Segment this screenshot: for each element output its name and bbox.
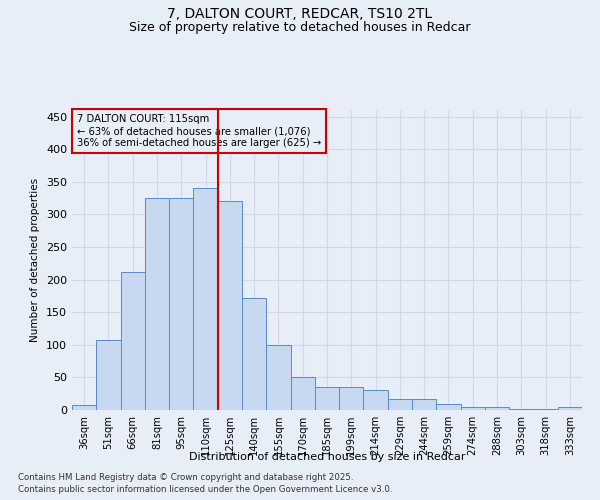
Bar: [145, 198, 169, 410]
Bar: [364, 390, 388, 410]
Text: Distribution of detached houses by size in Redcar: Distribution of detached houses by size …: [189, 452, 465, 462]
Bar: [96, 340, 121, 410]
Bar: [315, 387, 339, 410]
Bar: [388, 399, 412, 410]
Bar: [242, 298, 266, 410]
Bar: [533, 408, 558, 410]
Bar: [509, 408, 533, 410]
Bar: [436, 404, 461, 410]
Text: 7, DALTON COURT, REDCAR, TS10 2TL: 7, DALTON COURT, REDCAR, TS10 2TL: [167, 8, 433, 22]
Bar: [485, 406, 509, 410]
Bar: [558, 408, 582, 410]
Bar: [412, 399, 436, 410]
Y-axis label: Number of detached properties: Number of detached properties: [31, 178, 40, 342]
Bar: [339, 387, 364, 410]
Bar: [193, 188, 218, 410]
Bar: [290, 378, 315, 410]
Bar: [218, 202, 242, 410]
Bar: [72, 406, 96, 410]
Text: Contains HM Land Registry data © Crown copyright and database right 2025.: Contains HM Land Registry data © Crown c…: [18, 472, 353, 482]
Bar: [461, 406, 485, 410]
Bar: [169, 198, 193, 410]
Text: Size of property relative to detached houses in Redcar: Size of property relative to detached ho…: [129, 21, 471, 34]
Bar: [266, 345, 290, 410]
Text: Contains public sector information licensed under the Open Government Licence v3: Contains public sector information licen…: [18, 485, 392, 494]
Text: 7 DALTON COURT: 115sqm
← 63% of detached houses are smaller (1,076)
36% of semi-: 7 DALTON COURT: 115sqm ← 63% of detached…: [77, 114, 322, 148]
Bar: [121, 272, 145, 410]
